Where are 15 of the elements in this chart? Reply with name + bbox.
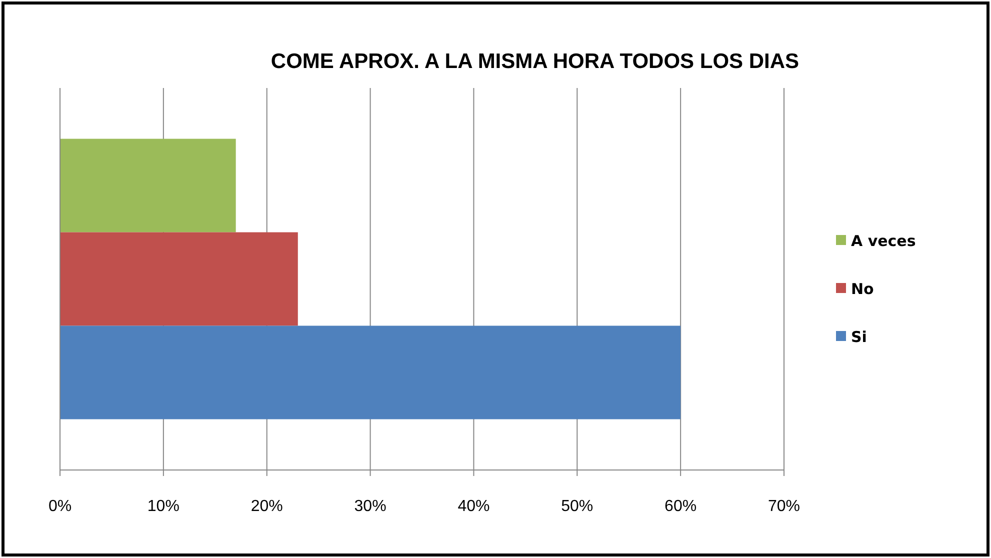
legend-label: No: [851, 280, 874, 298]
x-tick-label: 60%: [664, 498, 697, 515]
x-tick-label: 10%: [147, 498, 180, 515]
bar: [60, 138, 236, 232]
legend-label: A veces: [851, 232, 916, 250]
x-tick-label: 40%: [458, 498, 490, 515]
x-tick-label: 0%: [48, 498, 72, 515]
chart-title: COME APROX. A LA MISMA HORA TODOS LOS DIAS: [270, 50, 800, 73]
legend-label: Si: [851, 328, 867, 346]
bar: [60, 326, 681, 420]
x-tick-label: 50%: [561, 498, 594, 515]
x-tick-label: 70%: [768, 498, 800, 515]
x-tick-label: 20%: [250, 498, 283, 515]
x-tick-label: 30%: [354, 498, 386, 515]
bar: [60, 232, 298, 326]
